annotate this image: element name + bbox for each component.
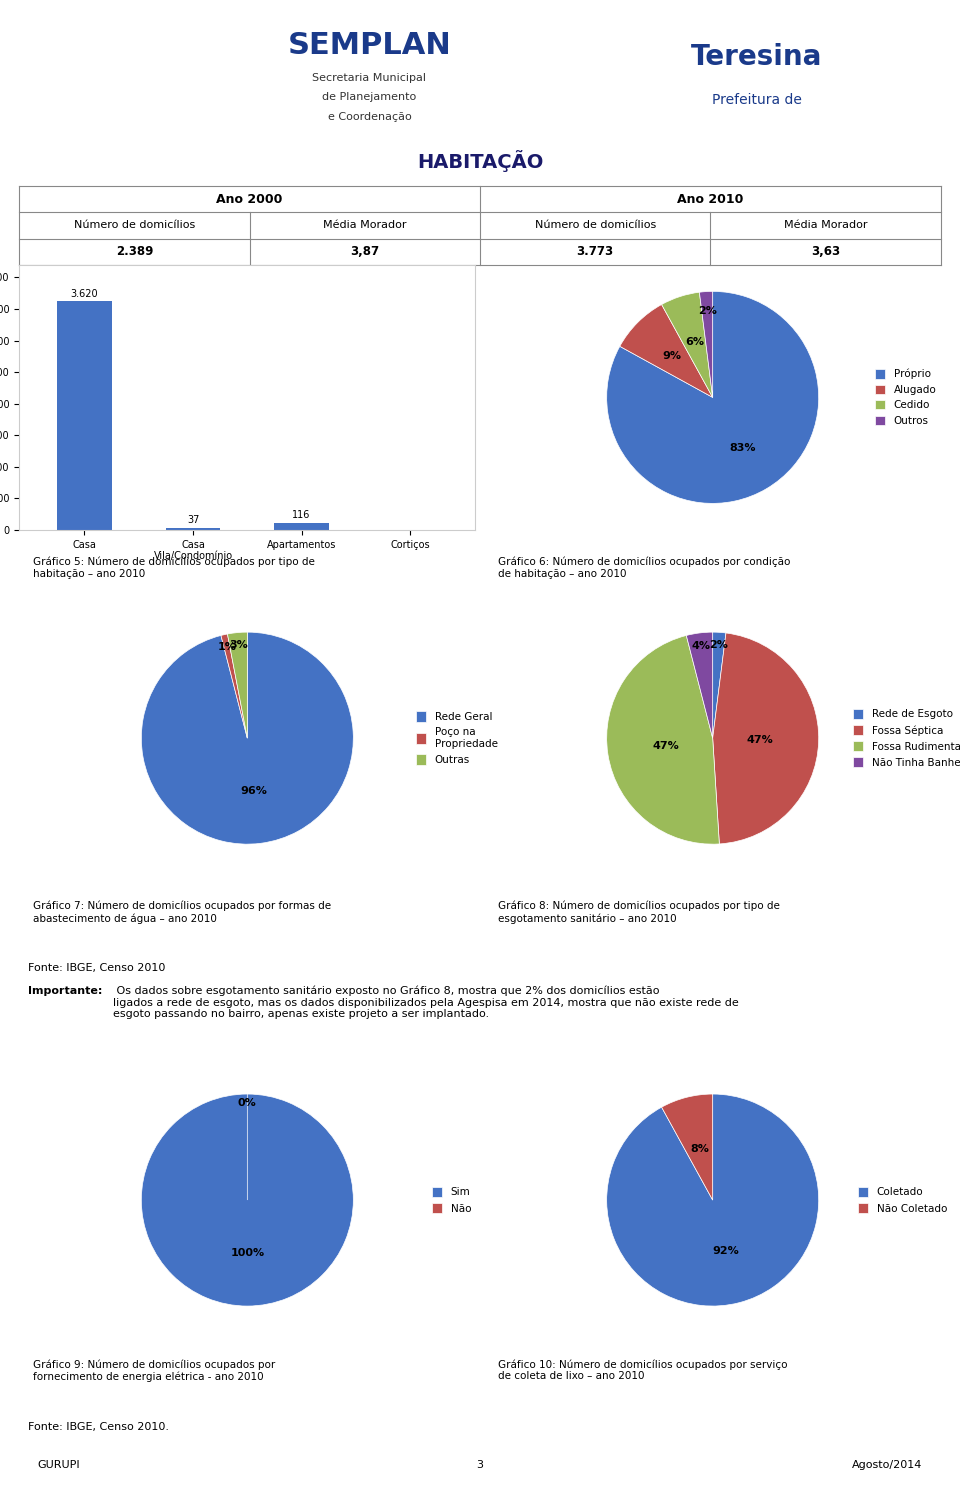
Text: Fonte: IBGE, Censo 2010: Fonte: IBGE, Censo 2010 xyxy=(29,962,166,973)
Legend: Sim, Não: Sim, Não xyxy=(428,1183,475,1217)
Wedge shape xyxy=(607,1094,819,1306)
Text: Média Morador: Média Morador xyxy=(784,220,867,231)
Text: Número de domicílios: Número de domicílios xyxy=(74,220,195,231)
Text: 6%: 6% xyxy=(685,337,705,346)
Wedge shape xyxy=(712,633,726,738)
Text: 83%: 83% xyxy=(729,442,756,453)
Wedge shape xyxy=(661,292,712,397)
Wedge shape xyxy=(607,291,819,504)
Text: 96%: 96% xyxy=(241,785,268,796)
Legend: Rede Geral, Poço na
Propriedade, Outras: Rede Geral, Poço na Propriedade, Outras xyxy=(412,708,502,769)
Text: 9%: 9% xyxy=(662,351,681,361)
Text: Gráfico 9: Número de domicílios ocupados por
fornecimento de energia elétrica - : Gráfico 9: Número de domicílios ocupados… xyxy=(33,1360,276,1382)
Legend: Próprio, Alugado, Cedido, Outros: Próprio, Alugado, Cedido, Outros xyxy=(871,364,941,430)
Text: 92%: 92% xyxy=(712,1246,739,1256)
Wedge shape xyxy=(607,636,719,844)
Text: 0%: 0% xyxy=(238,1097,256,1108)
Text: Importante:: Importante: xyxy=(29,986,103,995)
Text: 3,63: 3,63 xyxy=(811,246,840,258)
Wedge shape xyxy=(141,633,353,844)
Text: SEMPLAN: SEMPLAN xyxy=(288,31,451,60)
Text: HABITAÇÃO: HABITAÇÃO xyxy=(417,150,543,172)
Text: 100%: 100% xyxy=(230,1249,264,1258)
Text: Gráfico 5: Número de domicílios ocupados por tipo de
habitação – ano 2010: Gráfico 5: Número de domicílios ocupados… xyxy=(33,556,315,579)
Legend: Rede de Esgoto, Fossa Séptica, Fossa Rudimentar, Não Tinha Banheiro: Rede de Esgoto, Fossa Séptica, Fossa Rud… xyxy=(849,705,960,772)
Wedge shape xyxy=(620,304,712,397)
Wedge shape xyxy=(686,633,712,738)
Text: 3.773: 3.773 xyxy=(577,246,613,258)
Text: 2.389: 2.389 xyxy=(116,246,153,258)
Text: 47%: 47% xyxy=(652,741,679,751)
Text: 3.620: 3.620 xyxy=(71,289,98,298)
Text: Fonte: IBGE, Censo 2010.: Fonte: IBGE, Censo 2010. xyxy=(29,1423,169,1432)
Text: 4%: 4% xyxy=(691,640,710,651)
Wedge shape xyxy=(700,291,712,397)
Text: GURUPI: GURUPI xyxy=(37,1460,81,1471)
Text: 2%: 2% xyxy=(698,306,717,316)
Text: Os dados sobre esgotamento sanitário exposto no Gráfico 8, mostra que 2% dos dom: Os dados sobre esgotamento sanitário exp… xyxy=(113,986,739,1019)
Text: Gráfico 6: Número de domicílios ocupados por condição
de habitação – ano 2010: Gráfico 6: Número de domicílios ocupados… xyxy=(498,556,791,579)
Wedge shape xyxy=(661,1094,712,1201)
Text: Prefeitura de: Prefeitura de xyxy=(711,93,802,106)
Legend: Coletado, Não Coletado: Coletado, Não Coletado xyxy=(853,1183,951,1217)
Text: Ano 2000: Ano 2000 xyxy=(216,193,283,205)
Text: 116: 116 xyxy=(293,510,311,520)
Text: Teresina: Teresina xyxy=(691,43,822,72)
Wedge shape xyxy=(228,633,248,738)
Text: e Coordenação: e Coordenação xyxy=(327,112,411,121)
Text: 2%: 2% xyxy=(709,640,728,651)
Text: 3,87: 3,87 xyxy=(350,246,379,258)
Text: 1%: 1% xyxy=(218,642,236,652)
Bar xyxy=(58,301,111,531)
Text: 3%: 3% xyxy=(229,640,248,651)
Bar xyxy=(275,523,328,531)
Text: Secretaria Municipal: Secretaria Municipal xyxy=(312,73,426,82)
Text: Média Morador: Média Morador xyxy=(324,220,406,231)
Wedge shape xyxy=(141,1094,353,1306)
Text: Número de domicílios: Número de domicílios xyxy=(535,220,656,231)
Text: Gráfico 10: Número de domicílios ocupados por serviço
de coleta de lixo – ano 20: Gráfico 10: Número de domicílios ocupado… xyxy=(498,1360,788,1382)
Text: Gráfico 7: Número de domicílios ocupados por formas de
abastecimento de água – a: Gráfico 7: Número de domicílios ocupados… xyxy=(33,901,331,923)
Text: Agosto/2014: Agosto/2014 xyxy=(852,1460,923,1471)
Text: Ano 2010: Ano 2010 xyxy=(677,193,744,205)
Bar xyxy=(166,528,220,531)
Wedge shape xyxy=(712,633,819,844)
Text: 8%: 8% xyxy=(690,1144,708,1154)
Text: de Planejamento: de Planejamento xyxy=(323,93,417,102)
Text: 47%: 47% xyxy=(747,735,774,745)
Wedge shape xyxy=(221,634,248,738)
Text: 3: 3 xyxy=(476,1460,484,1471)
Text: Gráfico 8: Número de domicílios ocupados por tipo de
esgotamento sanitário – ano: Gráfico 8: Número de domicílios ocupados… xyxy=(498,901,780,923)
Text: 37: 37 xyxy=(187,516,199,525)
